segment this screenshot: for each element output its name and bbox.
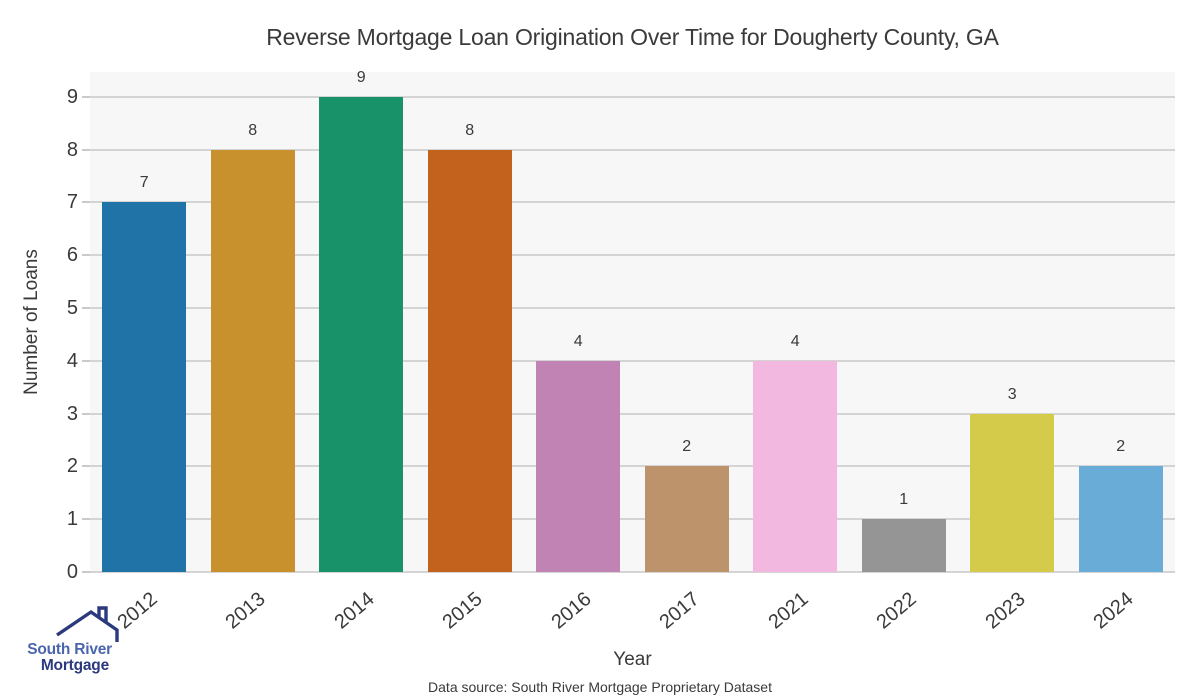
bar-value-label: 3 xyxy=(1007,385,1017,403)
y-tick-label: 1 xyxy=(66,508,78,531)
y-tick-mark xyxy=(82,95,90,98)
bar-value-label: 8 xyxy=(465,121,475,139)
bar-2015 xyxy=(427,149,512,572)
y-tick-mark xyxy=(82,571,90,573)
bar-2014 xyxy=(319,96,404,572)
y-gridline xyxy=(90,95,1175,98)
y-gridline xyxy=(90,412,1175,415)
y-tick-mark xyxy=(82,359,90,362)
y-tick-label: 0 xyxy=(66,561,78,583)
x-tick-label: 2017 xyxy=(655,588,704,634)
y-tick-label: 8 xyxy=(66,138,78,161)
y-tick-mark xyxy=(82,465,90,468)
x-tick-label: 2016 xyxy=(547,588,596,634)
bar-value-label: 4 xyxy=(790,332,800,350)
x-tick-label: 2014 xyxy=(330,588,379,634)
y-gridline xyxy=(90,518,1175,521)
company-logo: South River Mortgage xyxy=(22,603,122,675)
bar-value-label: 8 xyxy=(248,121,258,139)
y-tick-label: 9 xyxy=(66,85,78,108)
logo-text-line2: Mortgage xyxy=(40,657,109,674)
y-tick-mark xyxy=(82,412,90,415)
plot-area xyxy=(90,72,1175,573)
x-tick-label: 2023 xyxy=(981,588,1030,634)
y-tick-label: 2 xyxy=(66,455,78,478)
bar-2013 xyxy=(210,149,295,572)
y-axis-title: Number of Loans xyxy=(21,249,42,395)
y-tick-mark xyxy=(82,307,90,309)
y-tick-label: 6 xyxy=(66,244,78,267)
x-tick-label: 2013 xyxy=(221,588,270,634)
bar-value-label: 2 xyxy=(682,438,692,456)
x-tick-label: 2022 xyxy=(872,588,921,634)
bar-2016 xyxy=(536,360,621,572)
bar-2017 xyxy=(644,466,729,572)
y-gridline xyxy=(90,571,1175,573)
y-tick-mark xyxy=(82,254,90,257)
y-gridline xyxy=(90,359,1175,362)
x-axis-title: Year xyxy=(613,649,652,670)
bar-2024 xyxy=(1078,466,1163,572)
y-gridline xyxy=(90,201,1175,204)
y-tick-mark xyxy=(82,201,90,204)
bar-2012 xyxy=(102,202,187,572)
y-gridline xyxy=(90,148,1175,151)
y-tick-label: 5 xyxy=(66,297,78,319)
y-tick-mark xyxy=(82,518,90,521)
x-tick-label: 2024 xyxy=(1089,588,1138,634)
chart-title: Reverse Mortgage Loan Origination Over T… xyxy=(266,24,999,50)
y-tick-label: 3 xyxy=(66,402,78,425)
bar-value-label: 1 xyxy=(899,491,909,509)
y-tick-mark xyxy=(82,148,90,151)
logo-text-line1: South River xyxy=(27,641,112,658)
data-source-note: Data source: South River Mortgage Propri… xyxy=(428,679,772,695)
y-gridline xyxy=(90,307,1175,309)
bar-2022 xyxy=(861,519,946,572)
bar-2023 xyxy=(970,413,1055,572)
y-gridline xyxy=(90,254,1175,257)
house-roof-icon xyxy=(56,606,119,642)
bar-value-label: 9 xyxy=(356,68,366,86)
bar-value-label: 2 xyxy=(1116,438,1126,456)
x-tick-label: 2021 xyxy=(764,588,813,634)
bar-value-label: 4 xyxy=(573,332,583,350)
y-tick-label: 4 xyxy=(66,349,78,372)
bar-value-label: 7 xyxy=(139,174,149,192)
bar-2021 xyxy=(753,360,838,572)
y-tick-label: 7 xyxy=(66,191,78,214)
x-tick-label: 2015 xyxy=(438,588,487,634)
y-gridline xyxy=(90,465,1175,468)
